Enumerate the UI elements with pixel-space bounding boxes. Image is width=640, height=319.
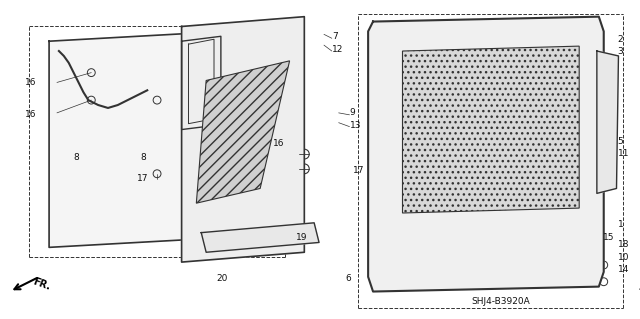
Polygon shape xyxy=(403,46,579,213)
Text: 1: 1 xyxy=(618,220,623,229)
Text: 5: 5 xyxy=(618,137,623,146)
Text: FR.: FR. xyxy=(31,277,52,293)
Text: 12: 12 xyxy=(332,45,343,54)
Bar xyxy=(388,46,432,100)
Bar xyxy=(393,73,424,92)
Polygon shape xyxy=(182,36,221,130)
Text: 17: 17 xyxy=(353,166,365,175)
Polygon shape xyxy=(597,51,618,193)
Text: 15: 15 xyxy=(603,233,614,242)
Text: 16: 16 xyxy=(273,139,284,148)
Text: 17: 17 xyxy=(138,174,149,183)
Text: 19: 19 xyxy=(296,233,307,242)
Text: 9: 9 xyxy=(349,108,355,117)
Text: 7: 7 xyxy=(332,32,337,41)
Text: 16: 16 xyxy=(24,110,36,119)
Polygon shape xyxy=(196,61,289,203)
Polygon shape xyxy=(368,17,604,292)
Text: 11: 11 xyxy=(618,149,629,158)
Polygon shape xyxy=(201,223,319,252)
Text: 8: 8 xyxy=(140,152,146,161)
Text: 8: 8 xyxy=(74,152,79,161)
Bar xyxy=(378,28,589,36)
Bar xyxy=(403,213,559,247)
Text: 20: 20 xyxy=(216,274,227,283)
Text: 2: 2 xyxy=(618,35,623,44)
Text: 18: 18 xyxy=(618,240,629,249)
Polygon shape xyxy=(182,17,305,262)
Text: 14: 14 xyxy=(618,265,629,274)
Text: 6: 6 xyxy=(346,274,351,283)
Text: 3: 3 xyxy=(618,47,623,56)
Text: 4: 4 xyxy=(638,284,640,293)
Polygon shape xyxy=(49,31,226,247)
Text: SHJ4-B3920A: SHJ4-B3920A xyxy=(471,297,530,306)
Text: 10: 10 xyxy=(618,253,629,262)
Text: 16: 16 xyxy=(24,78,36,87)
Text: 13: 13 xyxy=(349,121,361,130)
